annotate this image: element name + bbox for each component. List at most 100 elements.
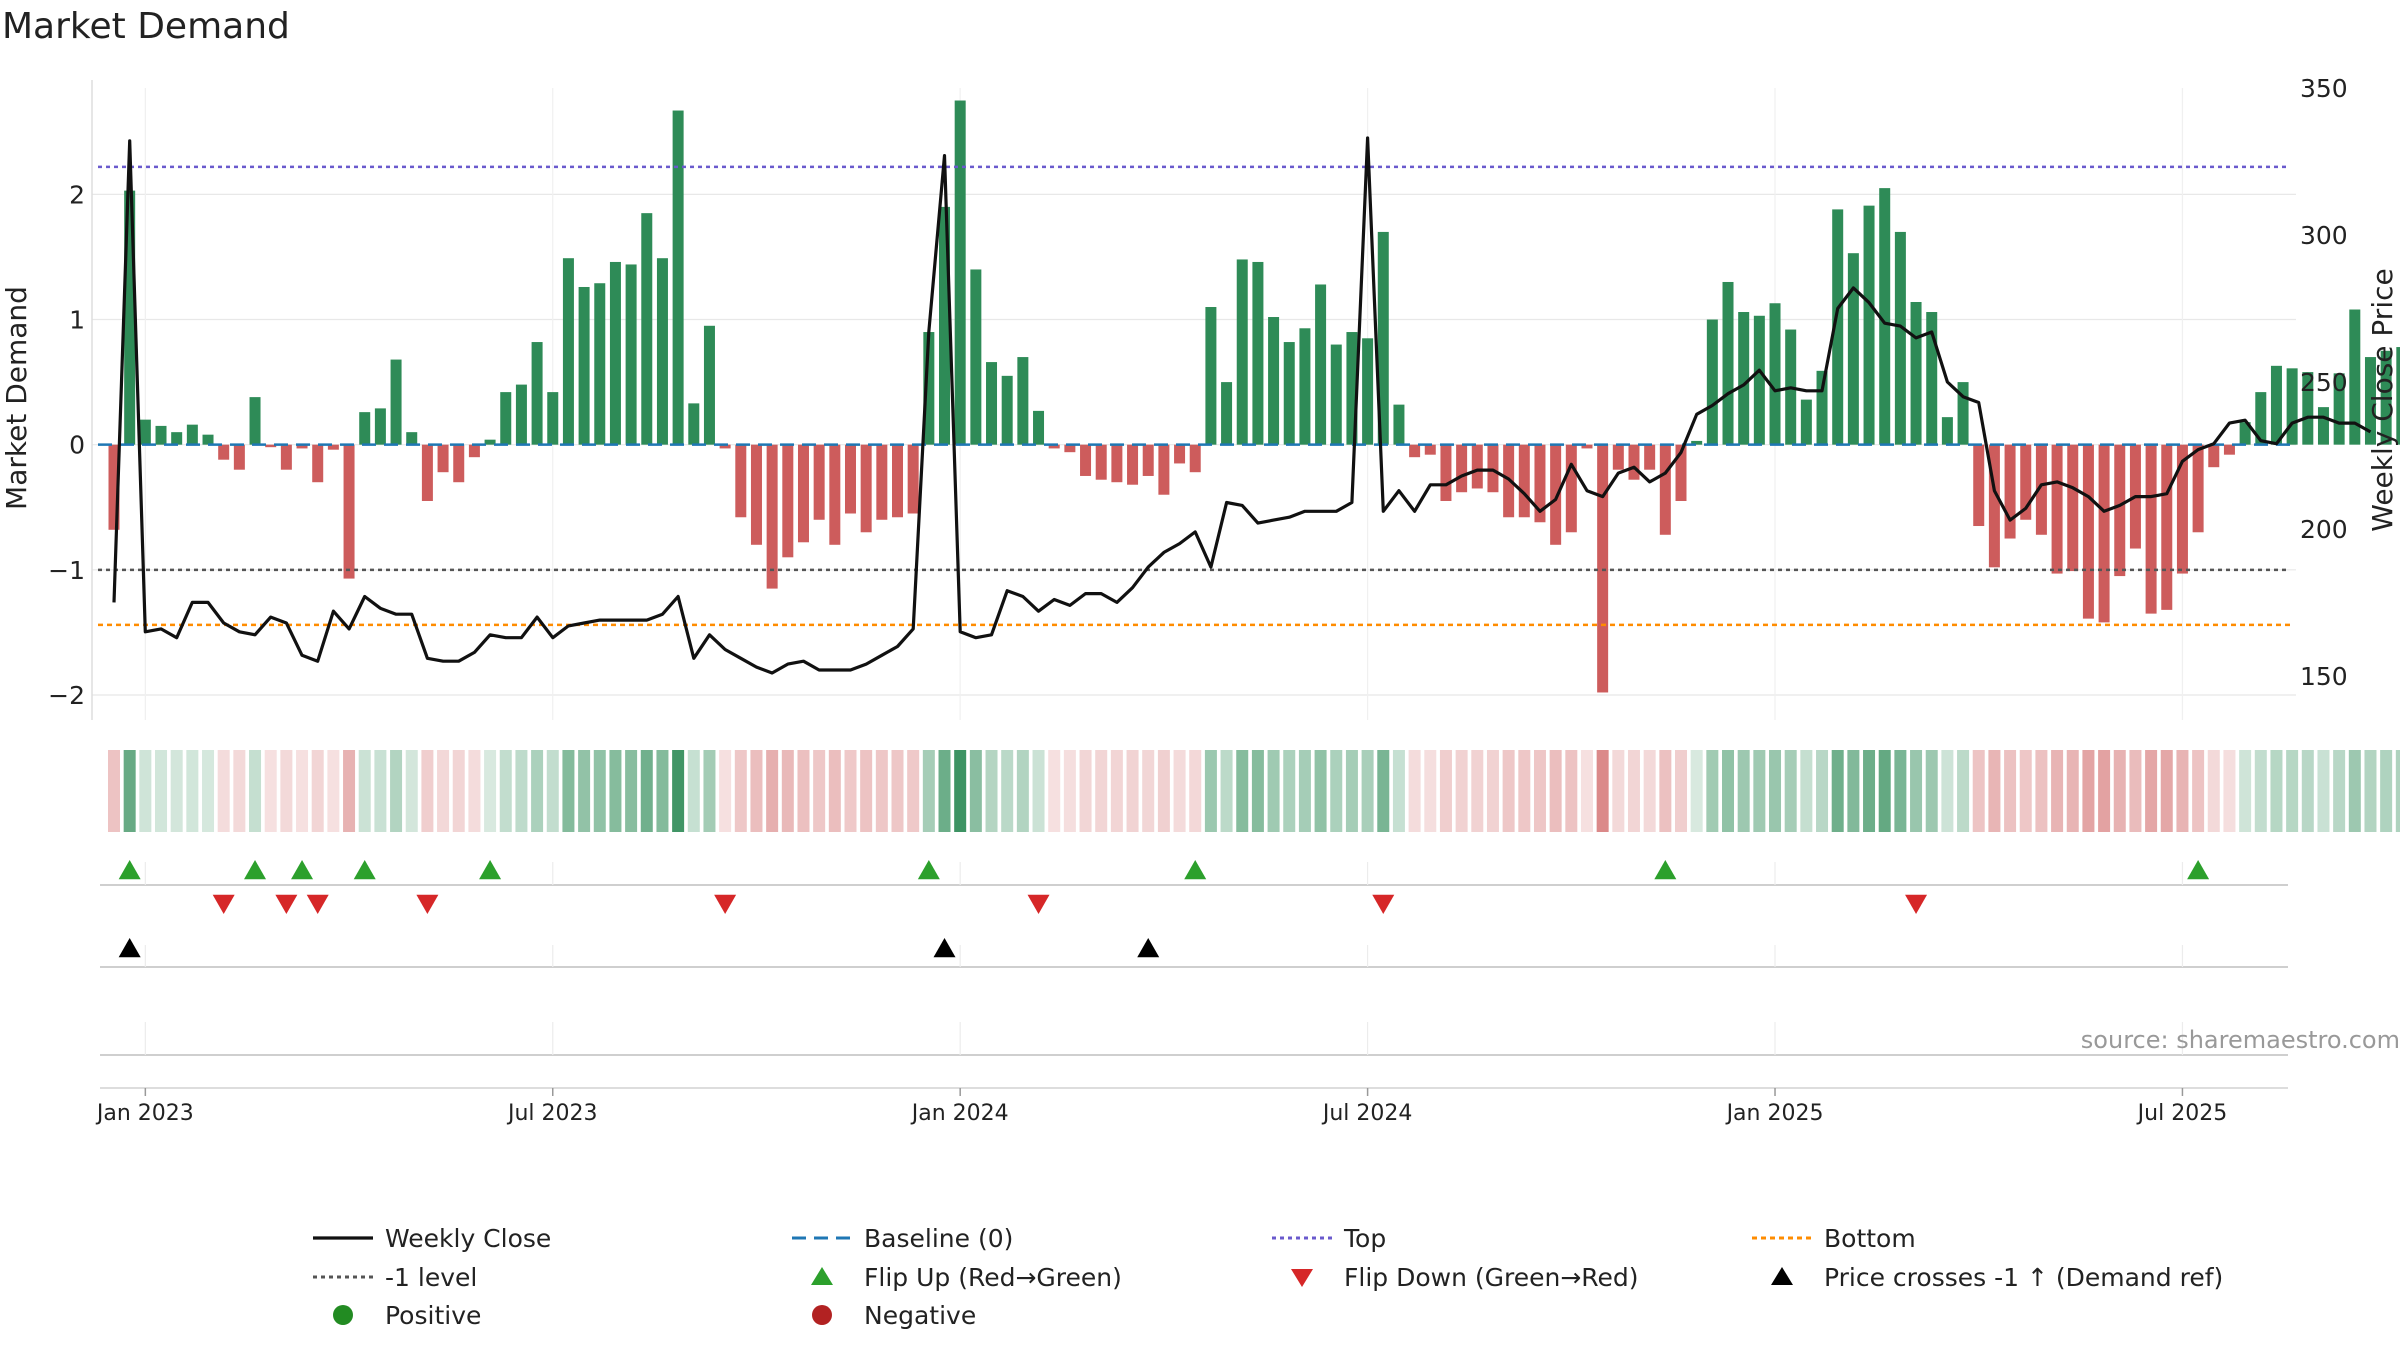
demand-bar <box>1268 317 1280 445</box>
flip-up-marker <box>2187 860 2210 880</box>
heat-cell <box>264 750 277 832</box>
demand-bar <box>249 397 261 445</box>
x-tick-label: Jul 2024 <box>1321 1101 1413 1126</box>
demand-bar <box>688 403 700 445</box>
demand-bar <box>1283 342 1295 445</box>
heat-cell <box>280 750 293 832</box>
heat-cell <box>2019 750 2032 832</box>
y-tick-label-right: 250 <box>2300 368 2348 397</box>
heat-cell <box>2207 750 2220 832</box>
price-cross-marker <box>933 938 956 958</box>
heat-cell <box>1863 750 1876 832</box>
heat-cell <box>1267 750 1280 832</box>
heat-cell <box>1533 750 1546 832</box>
demand-bar <box>2161 444 2173 610</box>
source-credit: source: sharemaestro.com <box>2081 1026 2400 1054</box>
chart-title: Market Demand <box>2 6 290 47</box>
heat-cell <box>609 750 622 832</box>
heat-cell <box>954 750 967 832</box>
legend-triangle <box>1291 1269 1313 1287</box>
flip-down-marker <box>416 894 439 914</box>
demand-bar <box>453 444 465 483</box>
flip-up-marker <box>479 860 502 880</box>
heat-cell <box>1392 750 1405 832</box>
legend: Weekly Close Baseline (0) Top Bottom -1 leve… <box>313 1224 2223 1330</box>
demand-bar <box>2223 444 2235 455</box>
demand-bar <box>656 258 668 445</box>
demand-bar <box>939 206 951 445</box>
demand-bar <box>1189 444 1201 473</box>
heat-cell <box>844 750 857 832</box>
demand-bar <box>139 419 151 445</box>
x-tick-label: Jul 2023 <box>506 1101 598 1126</box>
demand-bar <box>171 432 183 445</box>
demand-bar <box>813 444 825 520</box>
demand-bar <box>1534 444 1546 523</box>
heat-cell <box>1722 750 1735 832</box>
heat-cell <box>2301 750 2314 832</box>
demand-bar <box>312 444 324 483</box>
heat-cell <box>656 750 669 832</box>
demand-bar <box>1440 444 1452 501</box>
heat-cell <box>734 750 747 832</box>
demand-bar <box>1565 444 1577 533</box>
demand-bar <box>2067 444 2079 572</box>
heat-cell <box>985 750 998 832</box>
heat-cell <box>1016 750 1029 832</box>
demand-bar <box>2270 365 2282 445</box>
heat-cell <box>1157 750 1170 832</box>
heat-cell <box>1330 750 1343 832</box>
heat-cell <box>2004 750 2017 832</box>
heat-cell <box>186 750 199 832</box>
heat-cell <box>2254 750 2267 832</box>
demand-bar <box>1127 444 1139 485</box>
heat-cell <box>327 750 340 832</box>
demand-bar <box>484 439 496 445</box>
demand-bar <box>1409 444 1421 458</box>
heat-cell <box>108 750 120 832</box>
demand-bar <box>1879 188 1891 445</box>
heat-cell <box>2066 750 2079 832</box>
heat-cell <box>1878 750 1891 832</box>
demand-bar <box>1158 444 1170 495</box>
legend-label-flip_up: Flip Up (Red→Green) <box>864 1263 1122 1292</box>
heat-cell <box>640 750 653 832</box>
demand-bar <box>578 286 590 445</box>
demand-bar <box>1330 344 1342 445</box>
heat-cell <box>2176 750 2189 832</box>
heat-cell <box>2395 750 2400 832</box>
flip-down-marker <box>306 894 329 914</box>
demand-bar <box>468 444 480 458</box>
demand-bar <box>1236 259 1248 445</box>
heat-cell <box>296 750 309 832</box>
demand-bar <box>782 444 794 558</box>
demand-bar <box>2004 444 2016 539</box>
demand-bar <box>1111 444 1123 483</box>
legend-symbol-price_cross <box>1771 1267 1793 1285</box>
heat-cell <box>170 750 183 832</box>
heat-cell <box>1706 750 1719 832</box>
heat-cell <box>1988 750 2001 832</box>
heat-cell <box>515 750 528 832</box>
demand-bar <box>1424 444 1436 455</box>
heat-cell <box>2129 750 2142 832</box>
heat-cell <box>139 750 152 832</box>
heat-cell <box>1565 750 1578 832</box>
heat-cell <box>860 750 873 832</box>
heat-cell <box>2035 750 2048 832</box>
demand-bar <box>280 444 292 470</box>
heat-cell <box>1910 750 1923 832</box>
heat-cell <box>468 750 481 832</box>
heat-cell <box>625 750 638 832</box>
demand-bar <box>1769 303 1781 445</box>
flip-up-marker <box>244 860 267 880</box>
demand-bar <box>1174 444 1186 464</box>
heat-cell <box>1627 750 1640 832</box>
x-axis-ticks: Jan 2023 Jul 2023 Jan 2024 Jul 2024 Jan 2025… <box>95 1088 2227 1126</box>
heat-cell <box>1643 750 1656 832</box>
legend-dot <box>333 1305 353 1325</box>
heat-cell <box>1675 750 1687 832</box>
demand-bar <box>2380 350 2392 445</box>
demand-bar <box>923 332 935 445</box>
demand-bar <box>625 264 637 445</box>
